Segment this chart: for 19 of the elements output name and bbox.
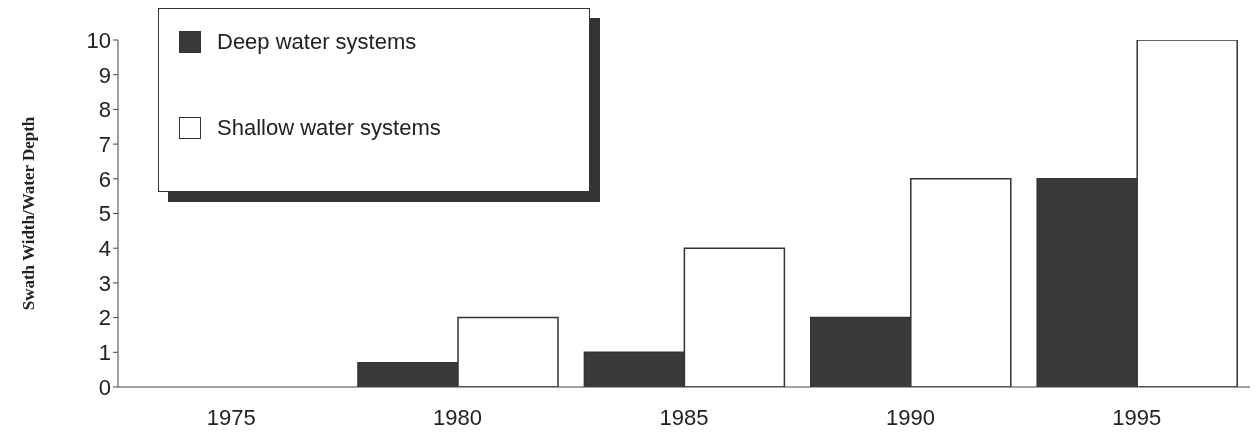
x-tick-label: 1980 — [433, 404, 483, 430]
y-tick-label: 0 — [98, 374, 111, 400]
x-tick-label: 1975 — [206, 404, 256, 430]
y-tick-label: 3 — [98, 270, 111, 296]
y-tick-label: 9 — [98, 62, 111, 88]
legend-label: Shallow water systems — [217, 115, 441, 141]
x-tick-label: 1990 — [885, 404, 935, 430]
legend-label: Deep water systems — [217, 29, 417, 55]
y-tick-label: 2 — [98, 305, 111, 331]
y-tick-label: 7 — [98, 131, 111, 157]
y-tick-label: 1 — [98, 340, 111, 366]
x-tick-label: 1995 — [1112, 404, 1162, 430]
y-axis-title: Swath Width/Water Depth — [19, 116, 39, 311]
y-tick-label: 10 — [86, 27, 111, 53]
y-tick-label: 8 — [98, 97, 111, 123]
x-tick-label: 1985 — [659, 404, 709, 430]
y-tick-label: 5 — [98, 201, 111, 227]
y-tick-label: 6 — [98, 166, 111, 192]
y-tick-label: 4 — [98, 236, 111, 262]
